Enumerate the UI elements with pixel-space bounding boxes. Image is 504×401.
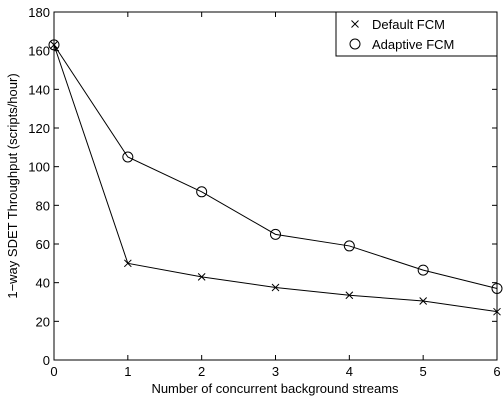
data-point-series-1 [197,273,206,281]
legend-marker-2 [349,38,361,50]
data-point-series-1 [123,259,132,268]
x-tick-label: 4 [346,364,353,379]
legend-box [335,11,498,57]
y-axis-ticks: 0 20 40 60 80 100 120 140 160 180 [28,5,497,368]
data-point-series-2 [491,282,503,294]
data-point-series-2 [343,240,355,252]
data-point-series-2 [122,151,134,163]
y-tick-label: 180 [28,5,50,20]
y-tick-label: 120 [28,121,50,136]
y-tick-label: 100 [28,160,50,175]
data-point-series-2 [270,228,281,240]
legend: Default FCM Adaptive FCM [335,11,498,57]
y-tick-label: 0 [43,353,50,368]
y-tick-label: 40 [36,276,50,291]
x-tick-label: 0 [50,364,57,379]
series-layer [48,39,503,316]
y-tick-label: 140 [28,82,50,97]
data-point-series-2 [48,39,60,51]
x-tick-label: 1 [124,364,131,379]
y-tick-label: 160 [28,44,50,59]
data-point-series-1 [345,291,354,300]
data-point-series-2 [417,264,429,276]
x-tick-label: 6 [493,364,500,379]
data-point-series-2 [196,186,208,198]
x-axis-ticks: 0 1 2 3 4 5 6 [50,12,501,379]
data-point-series-1 [271,283,280,292]
x-tick-label: 2 [198,364,205,379]
series-line-2 [53,44,498,289]
legend-label-2: Adaptive FCM [372,37,454,52]
x-axis-title: Number of concurrent background streams [151,381,399,396]
data-point-series-1 [419,297,428,305]
legend-marker-1 [351,20,359,28]
x-tick-label: 5 [420,364,427,379]
x-tick-label: 3 [272,364,279,379]
y-axis-title: 1−way SDET Throughput (scripts/hour) [5,73,20,298]
data-point-series-1 [493,307,501,316]
plot-area [53,11,498,361]
y-tick-label: 60 [36,237,50,252]
legend-label-1: Default FCM [372,17,445,32]
y-tick-label: 20 [36,314,50,329]
y-tick-label: 80 [36,198,50,213]
